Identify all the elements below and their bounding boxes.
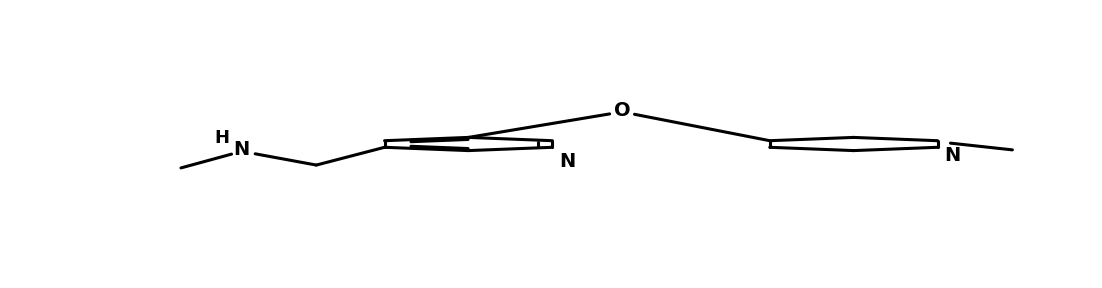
Text: N: N	[944, 146, 961, 165]
Text: N: N	[559, 152, 575, 171]
Text: H: H	[214, 129, 229, 147]
Text: O: O	[614, 101, 630, 120]
Text: N: N	[234, 140, 250, 159]
